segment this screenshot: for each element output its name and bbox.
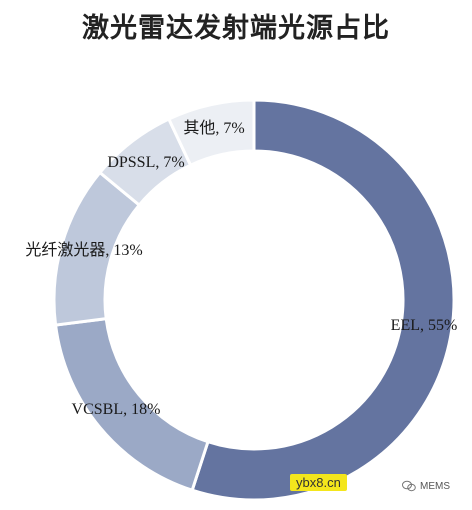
slice-label-5: 其他, 7% <box>183 119 244 137</box>
brand-label: MEMS <box>420 480 450 492</box>
slice-label-3: 光纤激光器, 13% <box>25 241 142 259</box>
chat-bubble-icon <box>402 480 416 492</box>
slice-1 <box>190 98 456 502</box>
chart-title: 激光雷达发射端光源占比 <box>82 13 390 44</box>
slice-labels: EEL, 55% VCSBL, 18% 光纤激光器, 13% DPSSL, 7% 其他,… <box>25 119 457 418</box>
brand-mark: MEMS <box>402 480 450 492</box>
watermark-badge: ybx8.cn <box>290 474 347 491</box>
slice-5 <box>166 98 256 168</box>
slice-label-2: VCSBL, 18% <box>72 401 161 418</box>
donut-slices <box>52 98 456 502</box>
slice-label-4: DPSSL, 7% <box>107 154 184 171</box>
slice-label-1: EEL, 55% <box>391 317 458 334</box>
